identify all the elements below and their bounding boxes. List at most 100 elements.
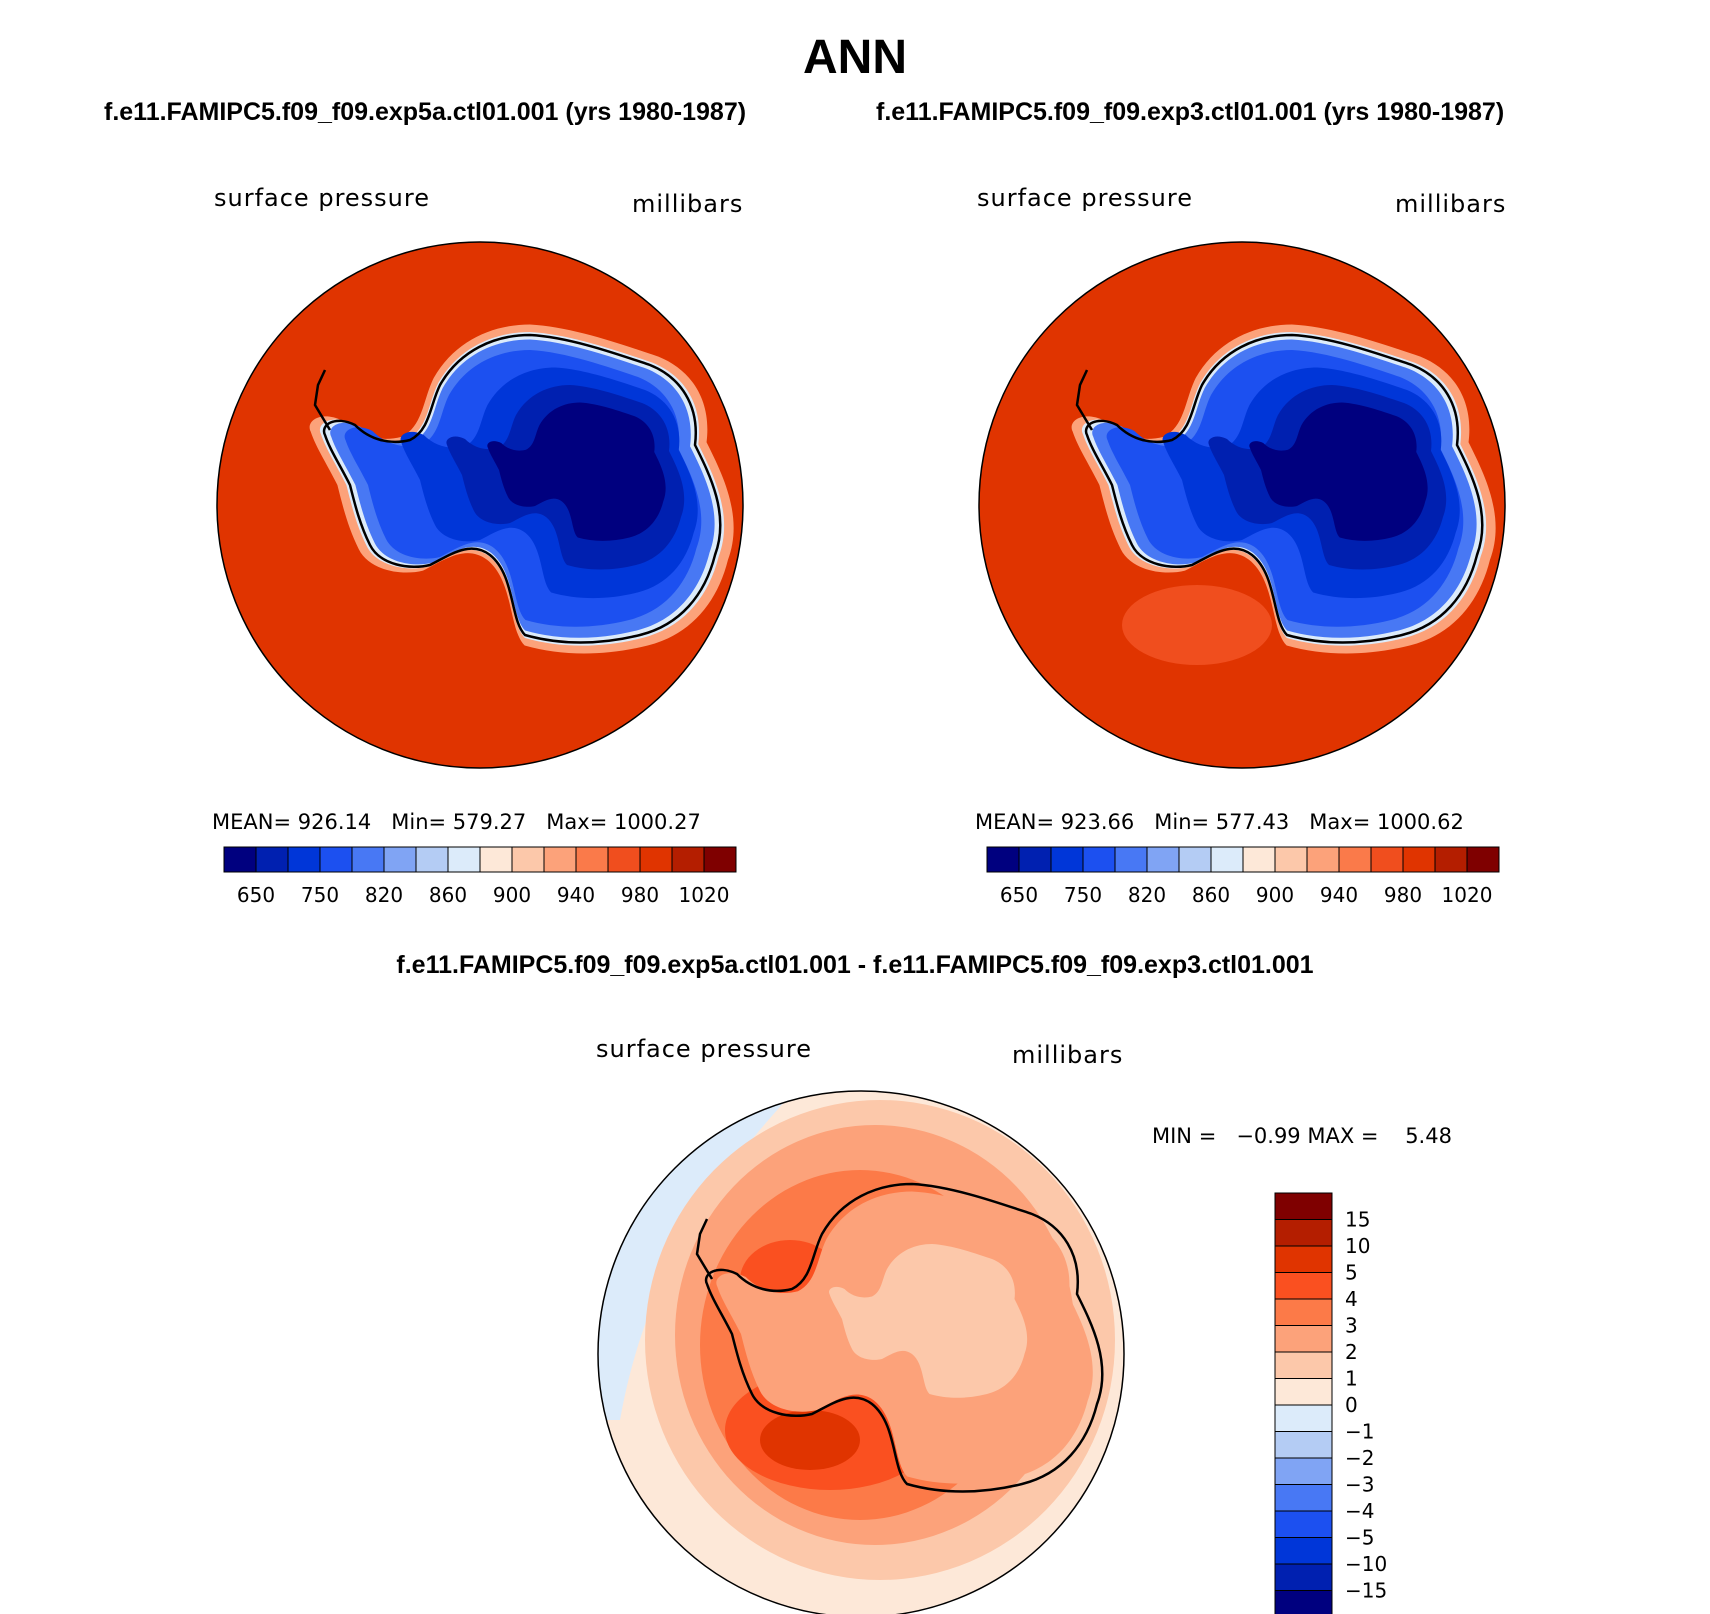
colorbar-box — [1274, 1537, 1333, 1565]
variable-label-right: surface pressure — [977, 184, 1193, 212]
colorbar-box — [1434, 846, 1468, 873]
colorbar-box — [1274, 1457, 1333, 1485]
colorbar-box — [1146, 846, 1180, 873]
map-border-left — [216, 241, 744, 769]
colorbar-box — [351, 846, 385, 873]
variable-label-diff: surface pressure — [596, 1035, 812, 1063]
colorbar-box — [1114, 846, 1148, 873]
colorbar-right: 650 750 820 860 900 940 980 1020 — [986, 846, 1500, 907]
case-title-left: f.e11.FAMIPC5.f09_f09.exp5a.ctl01.001 (y… — [104, 98, 747, 126]
colorbar-box — [319, 846, 353, 873]
colorbar-tick-label: −1 — [1345, 1420, 1374, 1444]
figure-title: ANN — [803, 31, 907, 84]
map-left — [216, 241, 744, 769]
colorbar-tick-label: 980 — [1384, 883, 1422, 907]
colorbar-tick-label: 860 — [429, 883, 467, 907]
colorbar-box — [223, 846, 257, 873]
colorbar-box — [1274, 1298, 1333, 1326]
colorbar-box — [1178, 846, 1212, 873]
colorbar-tick-label: 980 — [621, 883, 659, 907]
colorbar-box — [575, 846, 609, 873]
colorbar-tick-label: 10 — [1345, 1234, 1370, 1258]
colorbar-box — [1274, 846, 1308, 873]
colorbar-box — [1274, 1325, 1333, 1353]
colorbar-box — [383, 846, 417, 873]
map-border-diff — [597, 1090, 1125, 1614]
colorbar-box — [447, 846, 481, 873]
colorbar-tick-label: −5 — [1345, 1526, 1374, 1550]
colorbar-box — [607, 846, 641, 873]
colorbar-tick-label: 940 — [1320, 883, 1358, 907]
colorbar-tick-label: −3 — [1345, 1473, 1374, 1497]
units-label-left: millibars — [632, 190, 744, 218]
colorbar-box — [1274, 1192, 1333, 1220]
colorbar-tick-label: 1020 — [1442, 883, 1493, 907]
colorbar-tick-label: 750 — [1064, 883, 1102, 907]
map-right — [978, 241, 1506, 769]
colorbar-box — [287, 846, 321, 873]
colorbar-tick-label: 1020 — [679, 883, 730, 907]
colorbar-box — [671, 846, 705, 873]
colorbar-tick-label: −2 — [1345, 1446, 1374, 1470]
colorbar-tick-label: 3 — [1345, 1314, 1358, 1338]
colorbar-box — [1018, 846, 1052, 873]
difference-title: f.e11.FAMIPC5.f09_f09.exp5a.ctl01.001 - … — [396, 951, 1314, 979]
colorbar-tick-label: 900 — [1256, 883, 1294, 907]
colorbar-tick-label: 860 — [1192, 883, 1230, 907]
colorbar-tick-label: 820 — [1128, 883, 1166, 907]
units-label-diff: millibars — [1012, 1041, 1124, 1069]
map-border-right — [978, 241, 1506, 769]
colorbar-left: 650 750 820 860 900 940 980 1020 — [223, 846, 737, 907]
colorbar-tick-label: −10 — [1345, 1552, 1387, 1576]
variable-label-left: surface pressure — [214, 184, 430, 212]
colorbar-box — [1082, 846, 1116, 873]
colorbar-box — [255, 846, 289, 873]
colorbar-tick-label: 1 — [1345, 1367, 1358, 1391]
colorbar-box — [1402, 846, 1436, 873]
colorbar-tick-label: 650 — [237, 883, 275, 907]
stats-right: MEAN= 923.66 Min= 577.43 Max= 1000.62 — [975, 810, 1464, 834]
colorbar-tick-label: −15 — [1345, 1579, 1387, 1603]
diff-min-max: MIN = −0.99 MAX = 5.48 — [1152, 1124, 1452, 1148]
colorbar-box — [415, 846, 449, 873]
colorbar-box — [511, 846, 545, 873]
colorbar-box — [1306, 846, 1340, 873]
colorbar-tick-label: 900 — [493, 883, 531, 907]
colorbar-box — [1370, 846, 1404, 873]
colorbar-tick-label: 650 — [1000, 883, 1038, 907]
colorbar-box — [1274, 1378, 1333, 1406]
colorbar-box — [543, 846, 577, 873]
colorbar-tick-label: 15 — [1345, 1208, 1370, 1232]
colorbar-tick-label: 5 — [1345, 1261, 1358, 1285]
colorbar-tick-label: 750 — [301, 883, 339, 907]
colorbar-box — [639, 846, 673, 873]
colorbar-box — [1274, 1563, 1333, 1591]
colorbar-box — [1274, 1510, 1333, 1538]
stats-left: MEAN= 926.14 Min= 579.27 Max= 1000.27 — [212, 810, 701, 834]
colorbar-box — [703, 846, 737, 873]
colorbar-box — [1274, 1404, 1333, 1432]
colorbar-box — [1338, 846, 1372, 873]
colorbar-box — [1274, 1219, 1333, 1247]
colorbar-box — [1466, 846, 1500, 873]
colorbar-tick-label: 820 — [365, 883, 403, 907]
colorbar-box — [1210, 846, 1244, 873]
colorbar-tick-label: −4 — [1345, 1499, 1374, 1523]
case-title-right: f.e11.FAMIPC5.f09_f09.exp3.ctl01.001 (yr… — [876, 98, 1505, 126]
colorbar-tick-label: 4 — [1345, 1287, 1358, 1311]
colorbar-box — [1274, 1431, 1333, 1459]
colorbar-box — [986, 846, 1020, 873]
units-label-right: millibars — [1395, 190, 1507, 218]
colorbar-box — [1274, 1351, 1333, 1379]
colorbar-tick-label: 0 — [1345, 1393, 1358, 1417]
colorbar-box — [1274, 1245, 1333, 1273]
colorbar-box — [479, 846, 513, 873]
map-difference — [597, 1090, 1125, 1614]
colorbar-tick-label: 2 — [1345, 1340, 1358, 1364]
colorbar-box — [1050, 846, 1084, 873]
colorbar-box — [1274, 1590, 1333, 1614]
colorbar-box — [1242, 846, 1276, 873]
colorbar-box — [1274, 1272, 1333, 1300]
